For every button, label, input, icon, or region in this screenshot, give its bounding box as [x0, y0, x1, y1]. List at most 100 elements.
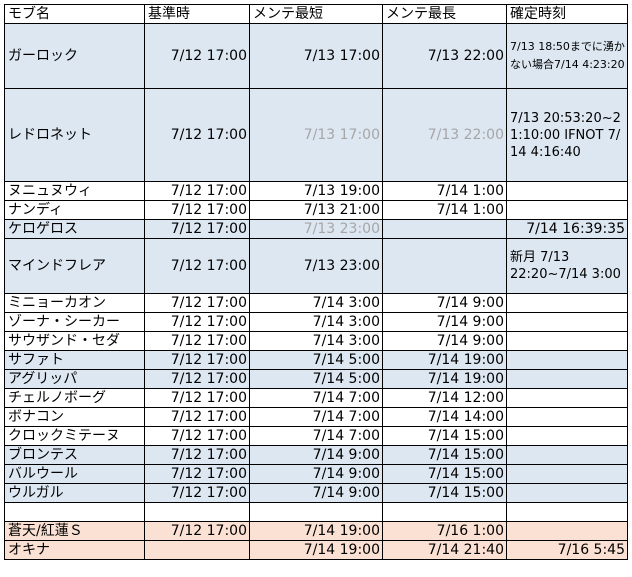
base-time-cell[interactable]: 7/12 17:00 [144, 200, 250, 220]
base-time-cell[interactable]: 7/12 17:00 [144, 369, 250, 389]
maint-min-cell[interactable]: 7/14 9:00 [249, 464, 383, 484]
base-time-cell[interactable]: 7/12 17:00 [144, 88, 250, 182]
confirm-time-cell[interactable] [506, 350, 628, 370]
base-time-cell[interactable]: 7/12 17:00 [144, 293, 250, 313]
header-cell-confirm-time[interactable]: 確定時刻 [506, 4, 628, 24]
header-cell-maint-min[interactable]: メンテ最短 [249, 4, 383, 24]
maint-max-cell[interactable]: 7/14 9:00 [382, 293, 507, 313]
maint-max-cell[interactable]: 7/14 21:40 [382, 540, 507, 560]
maint-min-cell[interactable]: 7/13 17:00 [249, 88, 383, 182]
mob-name-cell[interactable]: 蒼天/紅蓮Ｓ [4, 521, 145, 541]
base-time-cell[interactable]: 7/12 17:00 [144, 426, 250, 446]
maint-max-cell[interactable]: 7/14 15:00 [382, 426, 507, 446]
maint-min-cell[interactable]: 7/14 7:00 [249, 407, 383, 427]
mob-name-cell[interactable]: ウルガル [4, 483, 145, 503]
maint-max-cell[interactable] [382, 238, 507, 294]
maint-min-cell[interactable]: 7/13 23:00 [249, 238, 383, 294]
maint-max-cell[interactable]: 7/14 12:00 [382, 388, 507, 408]
confirm-time-cell[interactable] [506, 407, 628, 427]
maint-max-cell[interactable]: 7/13 22:00 [382, 88, 507, 182]
mob-name-cell[interactable]: ケロゲロス [4, 219, 145, 239]
maint-max-cell[interactable]: 7/14 9:00 [382, 331, 507, 351]
mob-name-cell[interactable]: クロックミテーヌ [4, 426, 145, 446]
confirm-time-cell[interactable] [506, 369, 628, 389]
mob-name-cell[interactable]: サファト [4, 350, 145, 370]
maint-max-cell[interactable]: 7/14 1:00 [382, 200, 507, 220]
base-time-cell[interactable]: 7/12 17:00 [144, 312, 250, 332]
mob-name-cell[interactable]: ボナコン [4, 407, 145, 427]
base-time-cell[interactable] [144, 540, 250, 560]
maint-max-cell[interactable]: 7/16 1:00 [382, 521, 507, 541]
confirm-time-cell[interactable] [506, 312, 628, 332]
confirm-time-cell[interactable] [506, 521, 628, 541]
maint-min-cell[interactable]: 7/14 19:00 [249, 540, 383, 560]
maint-min-cell[interactable]: 7/14 3:00 [249, 293, 383, 313]
header-cell-maint-max[interactable]: メンテ最長 [382, 4, 507, 24]
confirm-time-cell[interactable]: 7/16 5:45 [506, 540, 628, 560]
maint-max-cell[interactable]: 7/13 22:00 [382, 23, 507, 89]
maint-min-cell[interactable]: 7/14 19:00 [249, 521, 383, 541]
base-time-cell[interactable]: 7/12 17:00 [144, 483, 250, 503]
confirm-time-cell[interactable] [506, 502, 628, 522]
confirm-time-cell[interactable] [506, 445, 628, 465]
mob-name-cell[interactable]: ガーロック [4, 23, 145, 89]
base-time-cell[interactable]: 7/12 17:00 [144, 350, 250, 370]
mob-name-cell[interactable]: オキナ [4, 540, 145, 560]
mob-name-cell[interactable]: マインドフレア [4, 238, 145, 294]
base-time-cell[interactable]: 7/12 17:00 [144, 521, 250, 541]
base-time-cell[interactable]: 7/12 17:00 [144, 407, 250, 427]
base-time-cell[interactable]: 7/12 17:00 [144, 331, 250, 351]
base-time-cell[interactable]: 7/12 17:00 [144, 464, 250, 484]
confirm-time-cell[interactable] [506, 388, 628, 408]
maint-min-cell[interactable]: 7/14 9:00 [249, 483, 383, 503]
header-cell-base-time[interactable]: 基準時 [144, 4, 250, 24]
base-time-cell[interactable] [144, 502, 250, 522]
maint-min-cell[interactable]: 7/14 5:00 [249, 369, 383, 389]
confirm-time-cell[interactable] [506, 464, 628, 484]
mob-name-cell[interactable] [4, 502, 145, 522]
mob-name-cell[interactable]: バルウール [4, 464, 145, 484]
maint-min-cell[interactable]: 7/13 17:00 [249, 23, 383, 89]
base-time-cell[interactable]: 7/12 17:00 [144, 219, 250, 239]
maint-min-cell[interactable]: 7/14 3:00 [249, 312, 383, 332]
mob-name-cell[interactable]: サウザンド・セダ [4, 331, 145, 351]
maint-max-cell[interactable]: 7/14 15:00 [382, 464, 507, 484]
mob-name-cell[interactable]: ゾーナ・シーカー [4, 312, 145, 332]
maint-max-cell[interactable] [382, 219, 507, 239]
maint-min-cell[interactable]: 7/14 9:00 [249, 445, 383, 465]
confirm-time-cell[interactable] [506, 200, 628, 220]
confirm-time-cell[interactable]: 新月 7/13 22:20~7/14 3:00 [506, 238, 628, 294]
maint-min-cell[interactable]: 7/13 23:00 [249, 219, 383, 239]
confirm-time-cell[interactable] [506, 181, 628, 201]
mob-name-cell[interactable]: チェルノボーグ [4, 388, 145, 408]
maint-min-cell[interactable] [249, 502, 383, 522]
confirm-time-cell[interactable] [506, 483, 628, 503]
header-cell-mob-name[interactable]: モブ名 [4, 4, 145, 24]
confirm-time-cell[interactable] [506, 426, 628, 446]
base-time-cell[interactable]: 7/12 17:00 [144, 238, 250, 294]
maint-min-cell[interactable]: 7/13 19:00 [249, 181, 383, 201]
confirm-time-cell[interactable]: 7/13 20:53:20~21:10:00 IFNOT 7/14 4:16:4… [506, 88, 628, 182]
maint-max-cell[interactable]: 7/14 19:00 [382, 350, 507, 370]
maint-max-cell[interactable]: 7/14 15:00 [382, 483, 507, 503]
maint-min-cell[interactable]: 7/14 7:00 [249, 426, 383, 446]
mob-name-cell[interactable]: ナンディ [4, 200, 145, 220]
mob-name-cell[interactable]: ブロンテス [4, 445, 145, 465]
base-time-cell[interactable]: 7/12 17:00 [144, 181, 250, 201]
maint-min-cell[interactable]: 7/13 21:00 [249, 200, 383, 220]
confirm-time-cell[interactable]: 7/13 18:50までに湧かない場合7/14 4:23:20 [506, 23, 628, 89]
maint-max-cell[interactable]: 7/14 9:00 [382, 312, 507, 332]
maint-min-cell[interactable]: 7/14 7:00 [249, 388, 383, 408]
confirm-time-cell[interactable]: 7/14 16:39:35 [506, 219, 628, 239]
mob-name-cell[interactable]: アグリッパ [4, 369, 145, 389]
mob-name-cell[interactable]: ミニョーカオン [4, 293, 145, 313]
base-time-cell[interactable]: 7/12 17:00 [144, 388, 250, 408]
base-time-cell[interactable]: 7/12 17:00 [144, 23, 250, 89]
mob-name-cell[interactable]: ヌニュヌウィ [4, 181, 145, 201]
maint-max-cell[interactable]: 7/14 15:00 [382, 445, 507, 465]
maint-max-cell[interactable]: 7/14 19:00 [382, 369, 507, 389]
maint-max-cell[interactable]: 7/14 14:00 [382, 407, 507, 427]
base-time-cell[interactable]: 7/12 17:00 [144, 445, 250, 465]
maint-max-cell[interactable]: 7/14 1:00 [382, 181, 507, 201]
confirm-time-cell[interactable] [506, 331, 628, 351]
